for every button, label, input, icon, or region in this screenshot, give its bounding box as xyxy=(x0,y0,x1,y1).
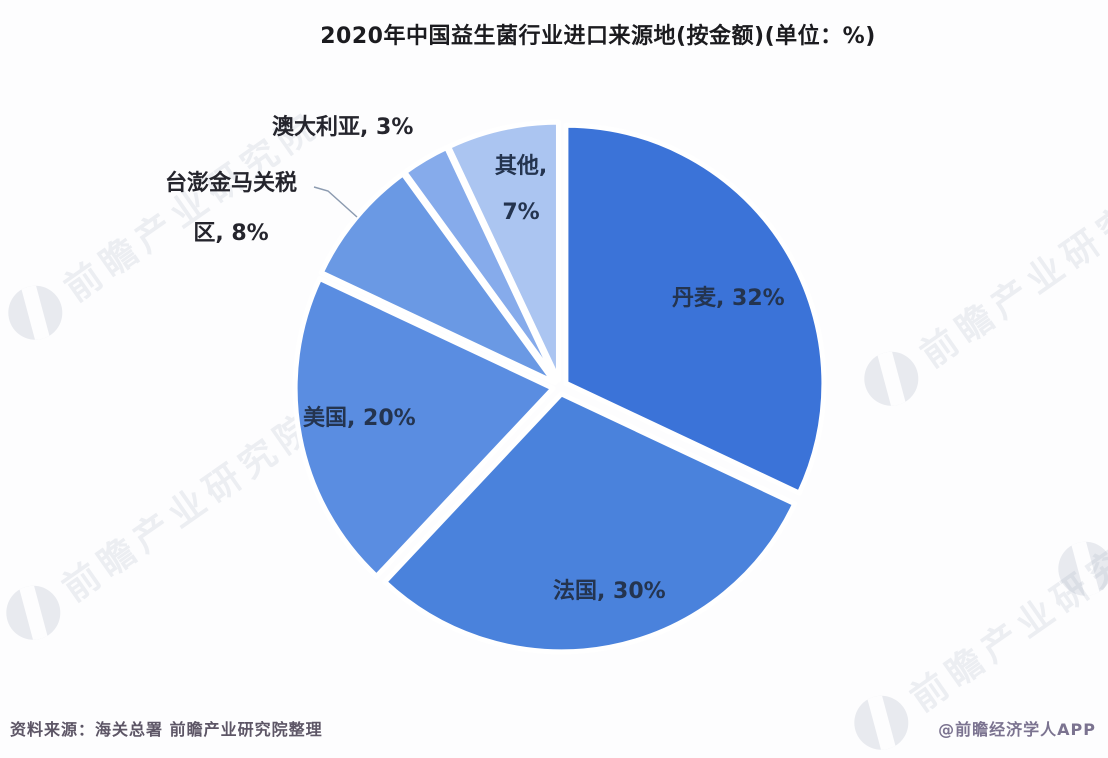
chart-title: 2020年中国益生菌行业进口来源地(按金额)(单位：%) xyxy=(320,24,876,49)
pie-slice-法国 xyxy=(382,391,798,655)
slice-label-others-line2: 7% xyxy=(502,200,540,225)
source-note: 资料来源：海关总署 前瞻产业研究院整理 xyxy=(10,720,323,739)
pie-slice-丹麦 xyxy=(563,122,827,496)
pie-slices-group xyxy=(292,119,827,655)
slice-label-taiwan-line1: 台澎金马关税 xyxy=(164,171,297,196)
taiwan-label-leader-line xyxy=(313,186,358,218)
slice-label-australia: 澳大利亚, 3% xyxy=(272,115,414,140)
slice-label-usa: 美国, 20% xyxy=(303,406,416,431)
pie-slice-其他 xyxy=(446,119,561,383)
slice-label-france: 法国, 30% xyxy=(553,579,666,604)
slice-label-others-line1: 其他, xyxy=(494,154,548,179)
slice-label-others: 其他, 7% xyxy=(474,144,568,236)
pie-slice-台澎金马关税区 xyxy=(318,171,558,386)
slice-label-taiwan: 台澎金马关税 区, 8% xyxy=(146,159,316,259)
slice-label-denmark: 丹麦, 32% xyxy=(672,286,785,311)
credit-note: @前瞻经济学人APP xyxy=(938,720,1096,739)
slice-label-taiwan-line2: 区, 8% xyxy=(193,221,269,246)
pie-slice-美国 xyxy=(292,275,556,579)
